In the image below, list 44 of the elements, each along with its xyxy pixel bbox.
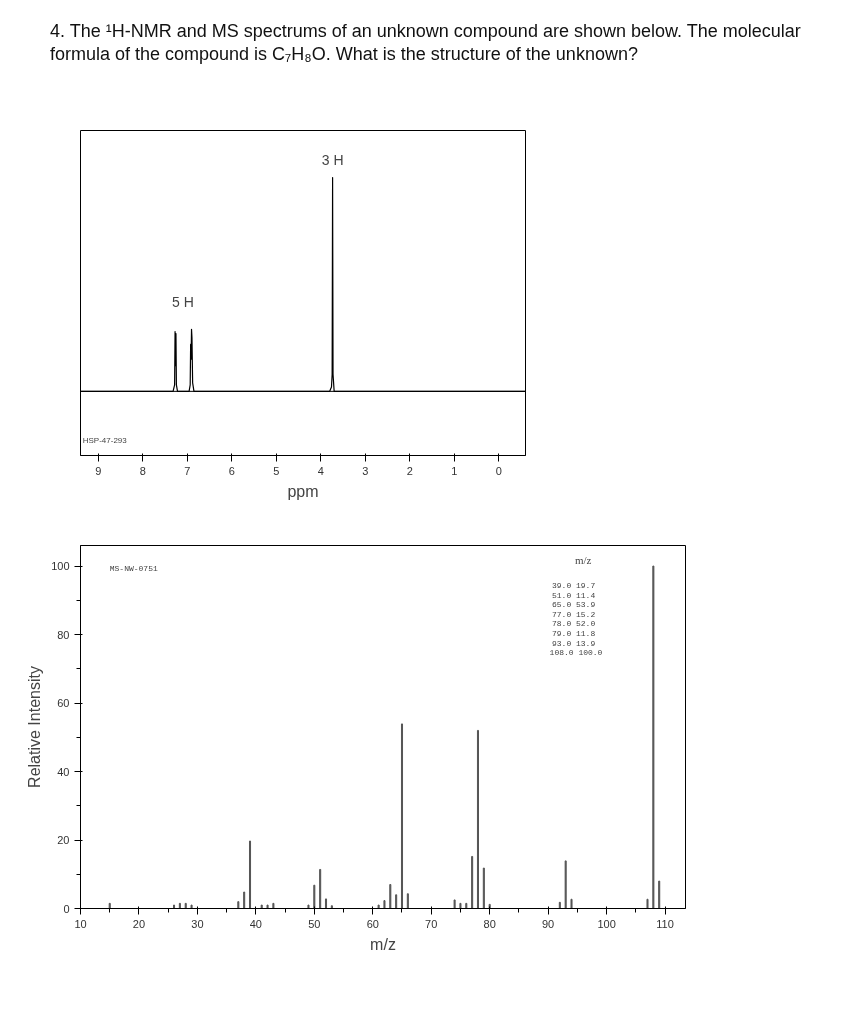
x-tick-label: 4 bbox=[317, 464, 324, 477]
x-tick-label: 6 bbox=[228, 464, 235, 477]
y-tick-label: 20 bbox=[57, 834, 70, 847]
annotation: 108.0 100.0 bbox=[549, 648, 603, 658]
x-tick-label: 0 bbox=[495, 464, 502, 477]
y-tick-label: 60 bbox=[57, 697, 70, 710]
annotation: MS-NW-0751 bbox=[109, 563, 158, 573]
x-tick-label: 110 bbox=[656, 917, 674, 930]
x-tick-label: 100 bbox=[597, 917, 616, 930]
x-tick-label: 9 bbox=[95, 464, 102, 477]
x-tick-label: 8 bbox=[139, 464, 146, 477]
x-tick-label: 20 bbox=[132, 917, 146, 930]
x-tick-label: 7 bbox=[184, 464, 191, 477]
x-tick-label: 80 bbox=[483, 917, 496, 930]
annotation: 5 H bbox=[171, 294, 194, 311]
annotation: 3 H bbox=[321, 151, 344, 168]
annotation: 93.0 13.9 bbox=[552, 638, 596, 648]
y-axis-title: Relative Intensity bbox=[26, 666, 44, 788]
x-tick-label: 70 bbox=[425, 917, 438, 930]
y-tick-label: 100 bbox=[51, 560, 70, 573]
y-tick-label: 0 bbox=[63, 902, 70, 915]
x-axis-title: ppm bbox=[287, 482, 319, 500]
annotation: 39.0 19.7 bbox=[552, 581, 596, 591]
x-tick-label: 40 bbox=[249, 917, 262, 930]
annotation: 78.0 52.0 bbox=[552, 619, 596, 629]
x-tick-label: 60 bbox=[366, 917, 379, 930]
annotation: 51.0 11.4 bbox=[552, 590, 596, 600]
x-tick-label: 3 bbox=[362, 464, 369, 477]
chart-title: 4. The ¹H-NMR and MS spectrums of an unknown compound are shown below. The molecular formula of the compound is C₇H₈O. What is the structure of the unknown? bbox=[50, 20, 802, 65]
x-tick-label: 5 bbox=[273, 464, 280, 477]
x-tick-label: 1 bbox=[451, 464, 458, 477]
annotation: 77.0 15.2 bbox=[552, 609, 596, 619]
annotation: 65.0 53.9 bbox=[552, 600, 596, 610]
x-tick-label: 50 bbox=[308, 917, 321, 930]
annotation: m/z bbox=[574, 554, 592, 567]
y-tick-label: 80 bbox=[57, 628, 70, 641]
x-tick-label: 90 bbox=[542, 917, 555, 930]
text: HSP-47-293 bbox=[82, 435, 128, 445]
x-tick-label: 2 bbox=[406, 464, 413, 477]
x-tick-label: 10 bbox=[74, 917, 87, 930]
annotation: 79.0 11.8 bbox=[552, 628, 596, 638]
y-tick-label: 40 bbox=[57, 765, 70, 778]
x-tick-label: 30 bbox=[191, 917, 204, 930]
x-axis-title: m/z bbox=[370, 935, 396, 953]
